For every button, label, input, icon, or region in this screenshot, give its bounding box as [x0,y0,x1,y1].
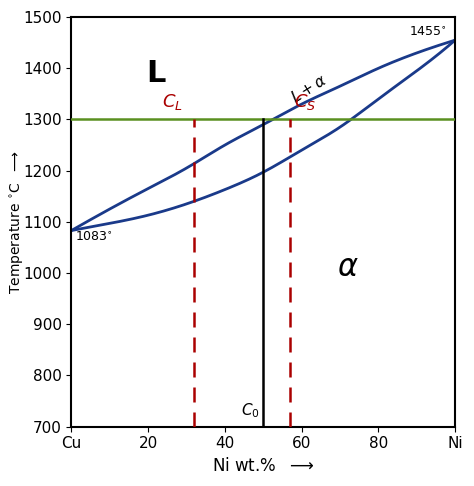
Text: $L + \alpha$: $L + \alpha$ [289,71,330,106]
Text: Temperature $^{\circ}$C  $\longrightarrow$: Temperature $^{\circ}$C $\longrightarrow… [9,150,27,294]
Text: $C_S$: $C_S$ [294,92,316,112]
Text: L: L [146,59,165,88]
Text: $C_L$: $C_L$ [162,92,182,112]
X-axis label: Ni wt.%  $\longrightarrow$: Ni wt.% $\longrightarrow$ [212,457,314,475]
Text: 1083$^{\circ}$: 1083$^{\circ}$ [75,230,113,243]
Text: $\alpha$: $\alpha$ [337,253,358,282]
Text: 1455$^{\circ}$: 1455$^{\circ}$ [409,26,447,39]
Text: $C_0$: $C_0$ [241,402,259,420]
